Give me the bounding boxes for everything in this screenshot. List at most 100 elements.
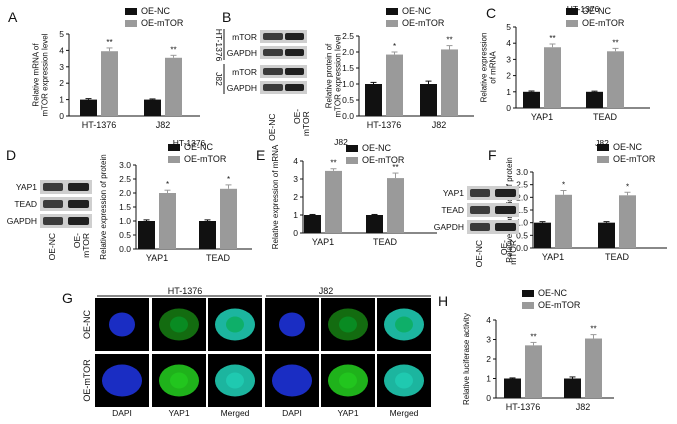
significance-mark: * bbox=[227, 175, 230, 184]
significance-mark: ** bbox=[330, 159, 336, 168]
blot-band bbox=[43, 200, 63, 208]
legend-label: OE-mTOR bbox=[141, 18, 184, 28]
blot-lane-text: OE-NC bbox=[474, 240, 484, 267]
blot-lane-text: mTOR bbox=[301, 111, 311, 136]
chart-title: J82 bbox=[595, 138, 609, 148]
bar-oe-mtor bbox=[544, 47, 561, 108]
category-label: YAP1 bbox=[312, 237, 334, 247]
significance-mark: ** bbox=[549, 34, 555, 43]
legend-label: OE-mTOR bbox=[582, 18, 625, 28]
y-tick-label: 2 bbox=[506, 71, 511, 81]
legend-swatch bbox=[168, 144, 180, 151]
blot-lane-text: OE-NC bbox=[47, 233, 57, 260]
category-label: TEAD bbox=[605, 252, 630, 262]
y-tick-label: 1.0 bbox=[516, 218, 528, 228]
blot-band bbox=[285, 49, 304, 56]
panel-letter-d: D bbox=[6, 147, 16, 163]
y-axis-label-text: mTOR expression level bbox=[334, 34, 343, 117]
chart-title: HT-1376 bbox=[567, 4, 600, 14]
blot-band bbox=[68, 200, 89, 208]
chart-panel-d: 0.0 0.5 1.0 1.5 2.0 2.5 3.0 Relative expression… bbox=[99, 138, 252, 263]
nucleus-signal bbox=[170, 372, 188, 389]
blot-lane-text: mTOR bbox=[508, 240, 518, 265]
row-label: OE-mTOR bbox=[82, 359, 92, 402]
legend-swatch bbox=[125, 20, 137, 27]
y-axis-label-text: Relative luciferase activity bbox=[462, 313, 471, 405]
y-axis-label: Relative protein of mTOR expression level bbox=[325, 34, 343, 117]
bar-oe-mtor bbox=[386, 54, 403, 116]
y-tick-label: 1.5 bbox=[516, 205, 528, 215]
blot-band bbox=[68, 183, 89, 191]
category-label: J82 bbox=[432, 120, 447, 130]
blot-lane-text: OE-NC bbox=[267, 114, 277, 141]
bar-oe-nc bbox=[523, 91, 540, 108]
y-tick-label: 3 bbox=[59, 62, 64, 72]
legend-swatch bbox=[597, 144, 609, 151]
chart-title: HT-1376 bbox=[173, 138, 206, 148]
blot-lane-label: OE-mTOR bbox=[72, 233, 91, 258]
row-label: OE-NC bbox=[82, 310, 92, 340]
significance-mark: ** bbox=[106, 38, 112, 47]
nucleus-signal bbox=[226, 372, 244, 389]
cell-signal bbox=[279, 312, 305, 337]
y-tick-label: 2 bbox=[486, 354, 491, 364]
legend-label: OE-NC bbox=[613, 142, 643, 152]
y-tick-label: 0.0 bbox=[119, 244, 131, 254]
y-tick-label: 1 bbox=[486, 374, 491, 384]
y-tick-label: 2 bbox=[59, 78, 64, 88]
y-axis-label-text: of mRNA bbox=[489, 51, 498, 84]
y-tick-label: 3 bbox=[486, 335, 491, 345]
y-tick-label: 0.5 bbox=[119, 230, 131, 240]
y-tick-label: 5 bbox=[59, 29, 64, 39]
y-axis-label-text: Relative expression of protein bbox=[99, 154, 108, 259]
panel-letter-b: B bbox=[222, 9, 231, 25]
blot-band bbox=[470, 189, 490, 197]
blot-band bbox=[495, 206, 516, 214]
legend-label: OE-NC bbox=[402, 6, 432, 16]
blot-row-label: GAPDH bbox=[227, 83, 257, 93]
bar-oe-mtor bbox=[441, 49, 458, 116]
blot-lane-label: OE-NC bbox=[474, 240, 484, 267]
column-label: YAP1 bbox=[337, 408, 358, 418]
legend-swatch bbox=[125, 8, 137, 15]
category-label: J82 bbox=[576, 402, 591, 412]
western-blot-f: YAP1 TEAD GAPDH OE-NC OE-mTOR bbox=[434, 186, 519, 267]
significance-mark: ** bbox=[530, 332, 536, 341]
y-tick-label: 1.0 bbox=[119, 216, 131, 226]
legend-label: OE-NC bbox=[184, 142, 214, 152]
category-label: YAP1 bbox=[531, 112, 553, 122]
bar-oe-nc bbox=[144, 99, 161, 116]
y-tick-label: 2.0 bbox=[342, 47, 354, 57]
bar-oe-nc bbox=[138, 221, 155, 249]
blot-row-label: GAPDH bbox=[434, 222, 464, 232]
blot-band bbox=[43, 217, 63, 225]
y-axis-label: Relative luciferase activity bbox=[462, 313, 471, 405]
bar-oe-mtor bbox=[165, 57, 182, 116]
y-tick-label: 0.0 bbox=[342, 111, 354, 121]
bar-oe-mtor bbox=[220, 188, 237, 249]
bar-oe-nc bbox=[304, 215, 321, 233]
y-tick-label: 0 bbox=[506, 103, 511, 113]
legend-label: OE-NC bbox=[362, 143, 392, 153]
y-tick-label: 4 bbox=[59, 45, 64, 55]
bar-oe-nc bbox=[534, 222, 551, 248]
bar-oe-mtor bbox=[619, 195, 636, 248]
legend-swatch bbox=[346, 145, 358, 152]
group-label: HT-1376 bbox=[168, 286, 203, 296]
y-tick-label: 1.5 bbox=[119, 202, 131, 212]
column-label: DAPI bbox=[112, 408, 132, 418]
y-tick-label: 2.5 bbox=[342, 31, 354, 41]
y-tick-label: 2 bbox=[293, 192, 298, 202]
blot-group-text: J82 bbox=[214, 72, 224, 86]
group-label: J82 bbox=[319, 286, 334, 296]
chart-panel-h: 0 1 2 3 4 Relative luciferase activity ** HT-13… bbox=[462, 288, 614, 412]
panel-letter-h: H bbox=[438, 293, 448, 309]
category-label: HT-1376 bbox=[506, 402, 541, 412]
blot-band bbox=[495, 223, 516, 231]
y-tick-label: 4 bbox=[293, 156, 298, 166]
y-tick-label: 2.5 bbox=[516, 180, 528, 190]
y-tick-label: 2.0 bbox=[516, 192, 528, 202]
blot-lane-label: OE-mTOR bbox=[499, 240, 518, 265]
